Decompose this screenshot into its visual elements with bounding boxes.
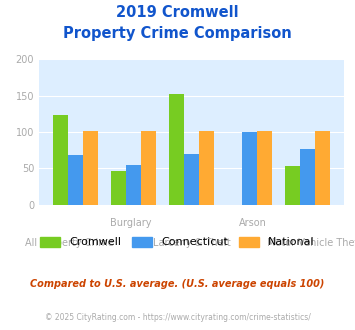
Text: Larceny & Theft: Larceny & Theft [153,238,231,248]
Bar [257,131,272,205]
Text: 2019 Cromwell: 2019 Cromwell [116,5,239,20]
Text: Property Crime Comparison: Property Crime Comparison [63,26,292,41]
Bar [285,166,300,205]
Text: All Property Crime: All Property Crime [25,238,114,248]
Text: Compared to U.S. average. (U.S. average equals 100): Compared to U.S. average. (U.S. average … [30,279,325,289]
Bar [169,94,184,205]
Bar [199,131,214,205]
Legend: Cromwell, Connecticut, National: Cromwell, Connecticut, National [36,232,319,252]
Bar [242,132,257,205]
Bar [53,115,68,205]
Text: © 2025 CityRating.com - https://www.cityrating.com/crime-statistics/: © 2025 CityRating.com - https://www.city… [45,314,310,322]
Bar [126,165,141,205]
Bar [83,131,98,205]
Bar [111,171,126,205]
Bar [184,154,199,205]
Bar [141,131,156,205]
Bar [300,149,315,205]
Bar [315,131,331,205]
Text: Motor Vehicle Theft: Motor Vehicle Theft [267,238,355,248]
Text: Burglary: Burglary [110,218,151,228]
Bar [68,155,83,205]
Text: Arson: Arson [239,218,267,228]
